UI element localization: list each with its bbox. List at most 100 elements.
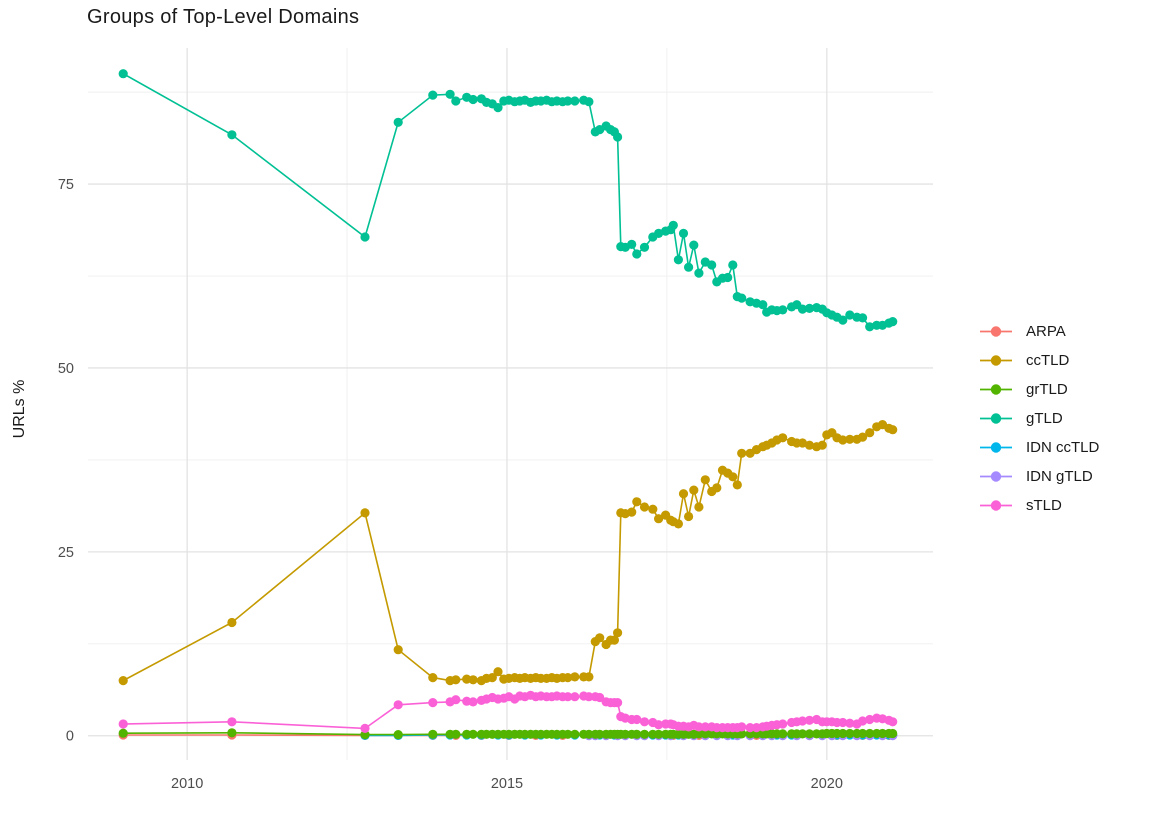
data-point: [694, 502, 704, 512]
data-point: [360, 723, 370, 734]
data-point: [227, 617, 237, 628]
data-point: [487, 673, 497, 683]
data-point: [595, 633, 605, 643]
data-point: [451, 729, 461, 739]
data-point: [728, 260, 738, 270]
data-point: [737, 293, 747, 303]
data-point: [632, 729, 642, 739]
data-point: [804, 729, 815, 739]
x-tick-label: 2015: [491, 776, 523, 792]
data-point: [888, 317, 898, 327]
data-point: [620, 729, 630, 739]
data-point: [737, 722, 747, 732]
legend-key-icon: [980, 500, 1012, 511]
data-point: [707, 260, 717, 270]
data-point: [393, 117, 403, 127]
data-point: [858, 728, 868, 739]
data-point: [838, 435, 848, 445]
legend-label: ccTLD: [1026, 352, 1070, 369]
legend-item-idn-cctld: IDN ccTLD: [978, 433, 1099, 462]
legend-label: sTLD: [1026, 497, 1062, 514]
y-axis-title: URLs %: [11, 379, 28, 439]
data-point: [678, 489, 689, 499]
data-point: [865, 714, 875, 725]
data-point: [865, 322, 875, 332]
data-point: [654, 228, 664, 238]
series-stld: [118, 690, 898, 734]
data-point: [817, 440, 827, 450]
data-point: [654, 514, 664, 524]
data-point: [778, 305, 788, 315]
data-point: [845, 728, 855, 739]
y-tick-label: 50: [58, 361, 74, 377]
data-point: [804, 303, 815, 313]
data-point: [858, 432, 868, 442]
y-tick-label: 25: [58, 545, 74, 561]
data-point: [689, 485, 699, 495]
data-point: [613, 628, 623, 638]
series-grtld: [118, 728, 898, 740]
data-point: [778, 729, 788, 739]
data-point: [118, 69, 128, 79]
legend-key-icon: [980, 355, 1012, 366]
legend-label: ARPA: [1026, 323, 1066, 340]
y-tick-label: 75: [58, 177, 74, 193]
data-point: [451, 695, 461, 705]
data-point: [845, 310, 855, 320]
data-point: [493, 667, 503, 677]
data-point: [668, 220, 678, 230]
data-point: [797, 716, 808, 726]
data-point: [838, 717, 848, 728]
data-point: [877, 728, 888, 739]
legend-item-grtld: grTLD: [978, 375, 1099, 404]
legend-key-icon: [980, 384, 1012, 395]
data-point: [595, 692, 605, 703]
grid-minor: [88, 48, 933, 760]
legend-item-arpa: ARPA: [978, 317, 1099, 346]
data-point: [838, 315, 848, 325]
series-cctld: [118, 420, 898, 686]
data-point: [737, 448, 747, 458]
grid-major: [88, 48, 933, 760]
x-tick-label: 2020: [811, 776, 843, 792]
data-point: [451, 96, 461, 106]
data-point: [745, 729, 755, 739]
data-point: [468, 729, 478, 739]
data-point: [570, 96, 580, 106]
data-point: [360, 232, 370, 242]
data-point: [797, 304, 808, 314]
data-point: [758, 300, 768, 310]
data-point: [888, 728, 898, 739]
data-point: [648, 504, 658, 514]
data-point: [570, 672, 580, 682]
data-point: [689, 240, 699, 250]
series-gtld: [118, 69, 898, 332]
data-point: [684, 262, 694, 272]
data-point: [632, 714, 642, 725]
data-point: [584, 97, 594, 107]
legend-label: grTLD: [1026, 381, 1068, 398]
data-point: [778, 719, 788, 729]
data-point: [595, 729, 605, 739]
legend-item-cctld: ccTLD: [978, 346, 1099, 375]
data-point: [751, 729, 762, 739]
data-point: [118, 676, 128, 686]
data-point: [428, 673, 438, 683]
data-point: [728, 472, 738, 482]
data-point: [493, 103, 503, 113]
data-point: [632, 249, 642, 259]
data-point: [445, 89, 455, 99]
data-point: [845, 434, 855, 444]
data-point: [700, 722, 710, 732]
data-point: [845, 718, 855, 728]
y-tick-label: 0: [66, 729, 74, 745]
data-point: [428, 90, 438, 100]
data-point: [468, 675, 478, 685]
axis-tick-labels: 0 25 50 75 2010 2015 2020: [58, 177, 843, 792]
legend-key-icon: [980, 442, 1012, 453]
data-point: [639, 502, 650, 512]
data-point: [694, 729, 704, 739]
data-point: [428, 698, 438, 708]
data-point: [393, 700, 403, 710]
data-point: [639, 729, 650, 739]
